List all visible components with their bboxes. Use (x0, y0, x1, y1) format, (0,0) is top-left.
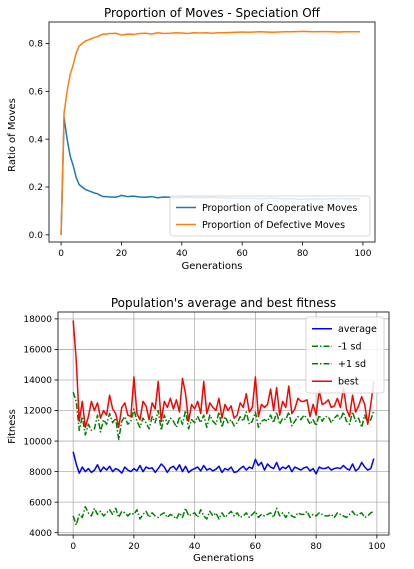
x-tick-label: 20 (128, 542, 140, 552)
plot-frame (48, 21, 376, 243)
x-tick-label: 60 (250, 542, 262, 552)
series-line-3 (72, 391, 375, 441)
x-tick-label: 80 (297, 249, 309, 259)
y-tick-label: 0.8 (29, 40, 44, 50)
y-axis-label: Ratio of Moves (7, 98, 18, 172)
chart-2: 0 20 40 60 80 100 4000 6000 8000 10000 12000 14000 1… (7, 296, 390, 564)
legend-box (169, 195, 371, 237)
legend-label-2: Proportion of Defective Moves (202, 220, 345, 231)
x-tick-label: 20 (116, 249, 128, 259)
legend-label-1: average (338, 324, 377, 335)
x-tick-label: 40 (189, 542, 201, 552)
y-tick-label: 14000 (23, 376, 52, 386)
y-tick-label: 4000 (29, 529, 52, 539)
x-tick-label: 100 (354, 249, 371, 259)
plot-frame (57, 311, 390, 536)
y-tick-label: 10000 (23, 437, 52, 447)
y-tick-label: 8000 (29, 468, 52, 478)
y-tick-label: 0.6 (29, 88, 44, 98)
legend: average -1 sd +1 sd best (305, 316, 385, 394)
x-tick-label: 60 (236, 249, 248, 259)
x-tick-label: 0 (70, 542, 76, 552)
series-line-2 (72, 505, 375, 526)
y-tick-label: 0.4 (29, 135, 44, 145)
y-axis-label: Fitness (7, 409, 18, 444)
series-group (72, 320, 375, 526)
chart-title: Population's average and best fitness (111, 296, 336, 310)
chart-title: Proportion of Moves - Speciation Off (104, 6, 321, 20)
series-line-1 (72, 451, 375, 475)
legend-box (305, 316, 385, 394)
x-axis-label: Generations (193, 553, 254, 564)
x-tick-label: 40 (176, 249, 188, 259)
x-tick-label: 80 (310, 542, 322, 552)
y-tick-label: 0.2 (29, 183, 43, 193)
y-tick-label: 0.0 (29, 231, 44, 241)
legend: Proportion of Cooperative Moves Proportio… (169, 195, 371, 237)
x-tick-label: 0 (58, 249, 64, 259)
legend-label-1: Proportion of Cooperative Moves (202, 203, 357, 214)
x-tick-label: 100 (368, 542, 385, 552)
y-tick-label: 18000 (23, 315, 52, 325)
y-tick-label: 12000 (23, 407, 52, 417)
y-tick-label: 16000 (23, 346, 52, 356)
series-line-4 (72, 320, 375, 429)
legend-label-4: best (338, 377, 359, 388)
series-line-2 (60, 30, 360, 235)
legend-label-3: +1 sd (338, 359, 366, 370)
chart-1: 0 20 40 60 80 100 0.0 0.2 0.4 0.6 0.8 Proportion of… (7, 6, 376, 272)
y-tick-label: 6000 (29, 498, 52, 508)
legend-label-2: -1 sd (338, 342, 361, 353)
x-axis-label: Generations (182, 261, 243, 272)
